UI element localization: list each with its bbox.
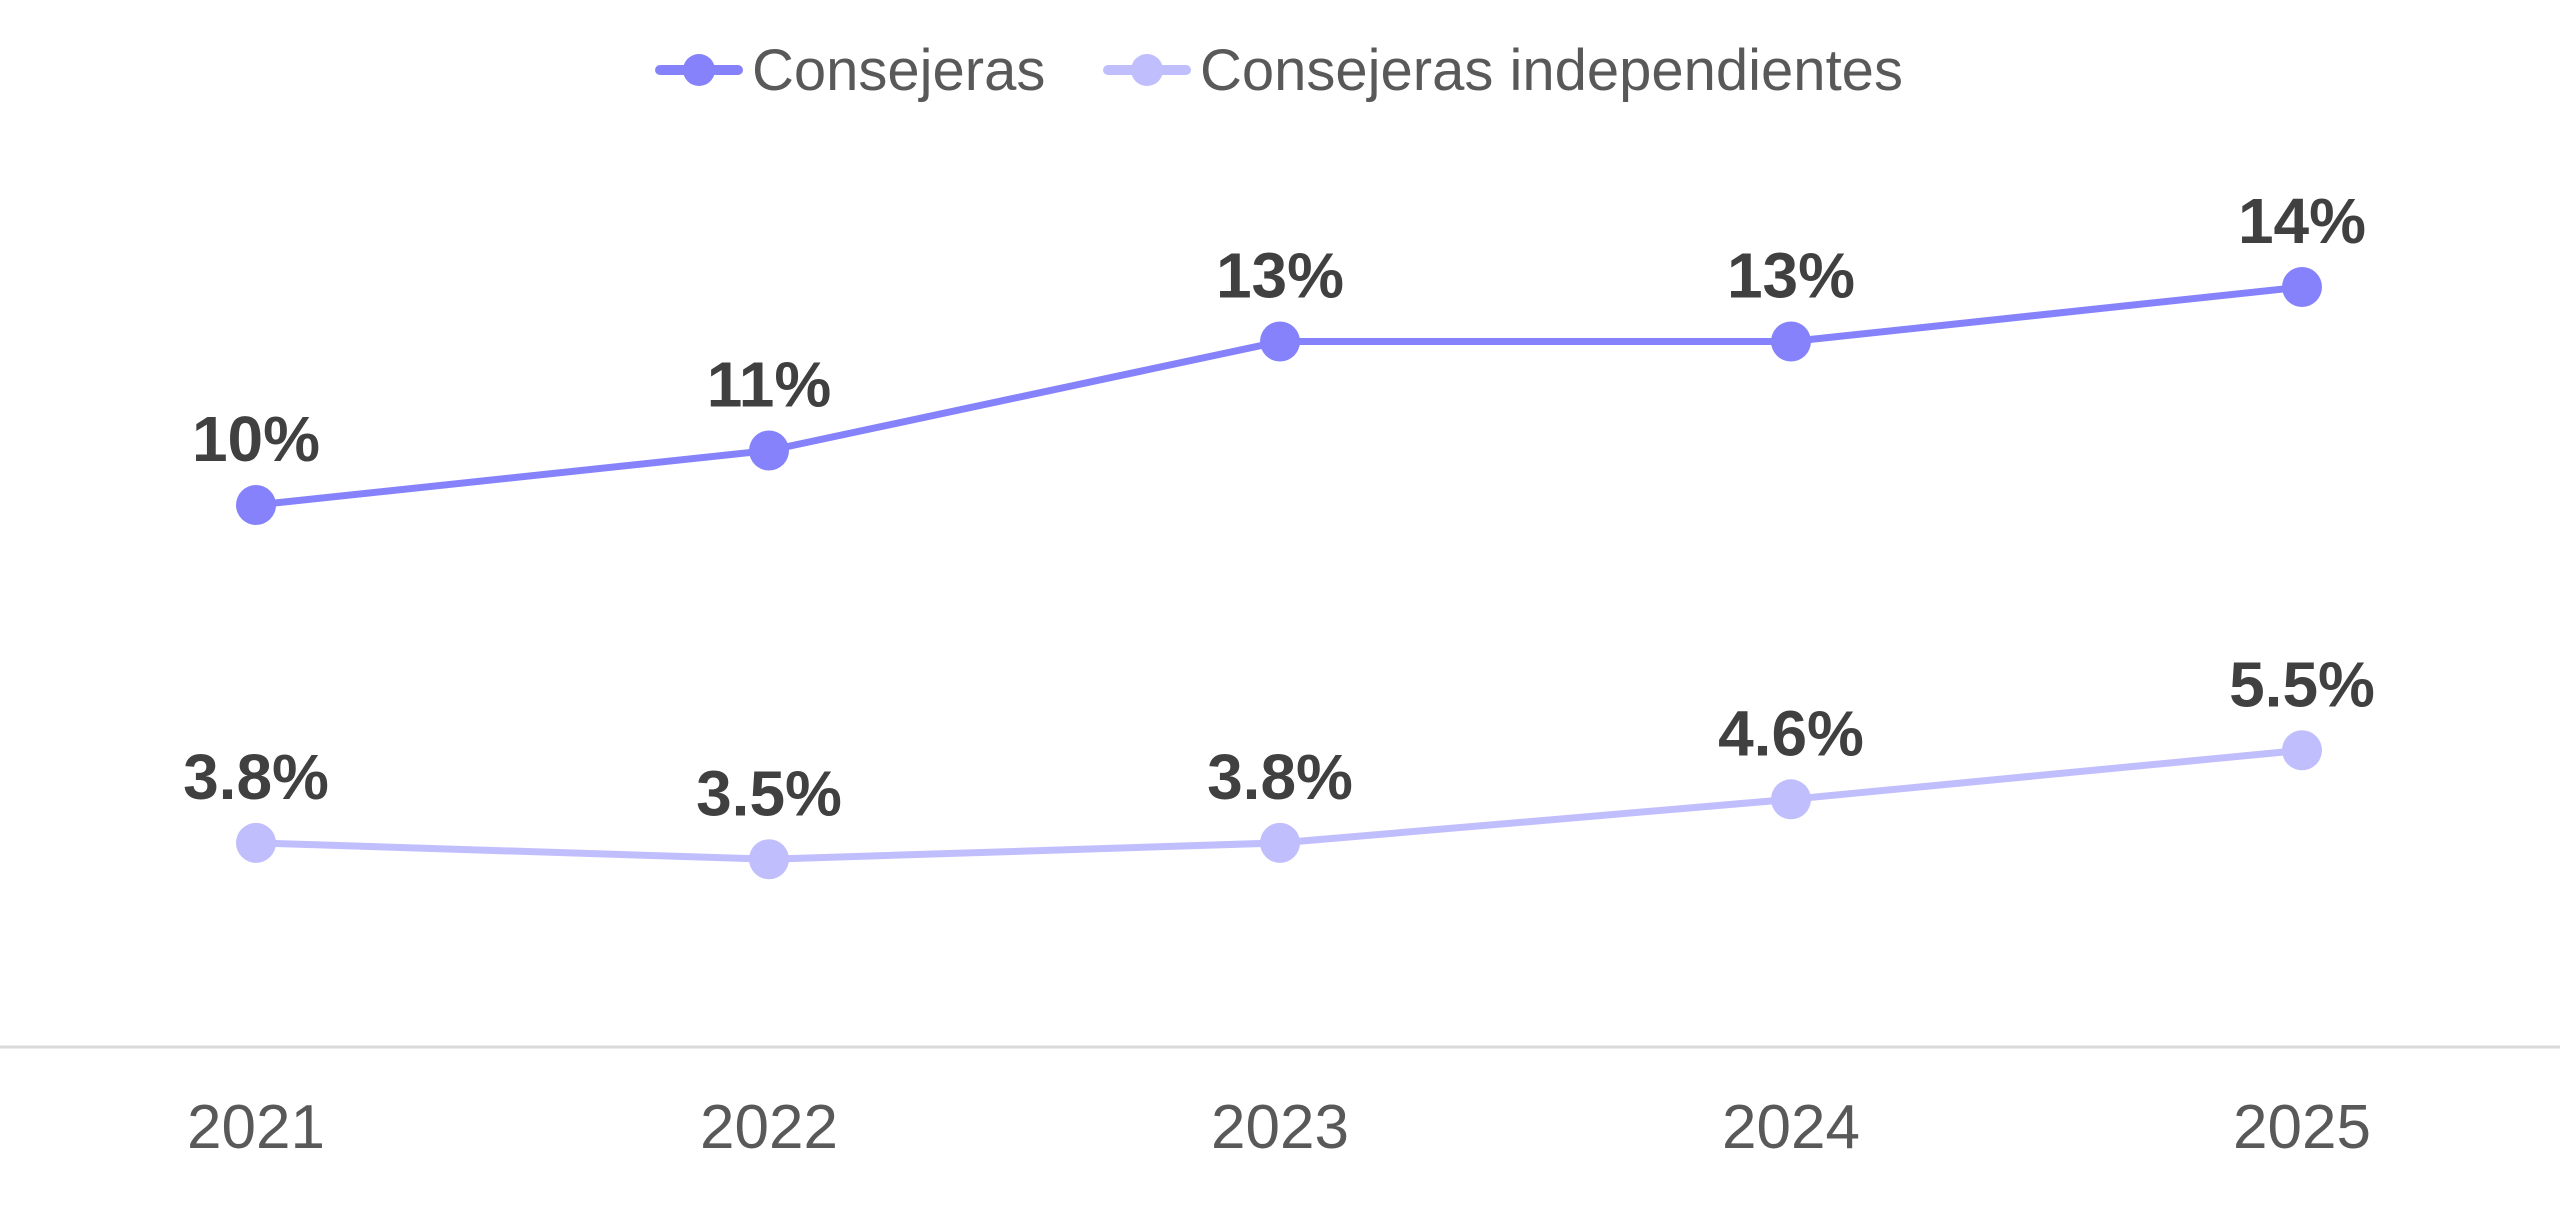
data-label: 10% (192, 403, 320, 475)
legend-item: Consejeras independientes (1103, 38, 1903, 103)
data-label: 13% (1216, 240, 1344, 312)
x-axis-ticks: 2021 2022 2023 2024 2025 (187, 1093, 2371, 1162)
data-label: 3.8% (1207, 741, 1353, 813)
data-label: 5.5% (2229, 648, 2375, 720)
legend-marker-icon (1131, 54, 1163, 86)
data-label: 4.6% (1718, 697, 1864, 769)
legend-marker-icon (683, 54, 715, 86)
data-label: 3.8% (183, 741, 329, 813)
data-point (1260, 822, 1300, 863)
data-point (2282, 267, 2322, 307)
data-label: 14% (2238, 185, 2366, 257)
legend: Consejeras Consejeras independientes (655, 38, 1903, 103)
x-tick-label: 2022 (700, 1093, 838, 1162)
legend-label: Consejeras (752, 38, 1045, 103)
legend-item: Consejeras (655, 38, 1045, 103)
data-point (1771, 321, 1811, 362)
x-tick-label: 2021 (187, 1093, 325, 1162)
data-point (749, 430, 789, 471)
data-point (2282, 730, 2322, 771)
series-line (255, 283, 2303, 509)
x-tick-label: 2023 (1211, 1093, 1349, 1162)
data-point (1260, 321, 1300, 362)
data-point (236, 822, 276, 863)
x-tick-label: 2024 (1722, 1093, 1860, 1162)
x-tick-label: 2025 (2233, 1093, 2371, 1162)
data-label: 3.5% (696, 757, 842, 829)
series-consejeras: 10% 11% 13% 13% 14% (192, 185, 2366, 525)
series-group: 10% 11% 13% 13% 14% 3.8% 3.5% 3.8% 4.6% 5.5% (183, 185, 2375, 880)
legend-label: Consejeras independientes (1200, 38, 1903, 103)
data-label: 11% (707, 349, 832, 421)
data-point (749, 839, 789, 880)
data-point (236, 485, 276, 525)
series-consejeras-independientes: 3.8% 3.5% 3.8% 4.6% 5.5% (183, 648, 2375, 880)
data-point (1771, 779, 1811, 820)
data-label: 13% (1727, 240, 1855, 312)
